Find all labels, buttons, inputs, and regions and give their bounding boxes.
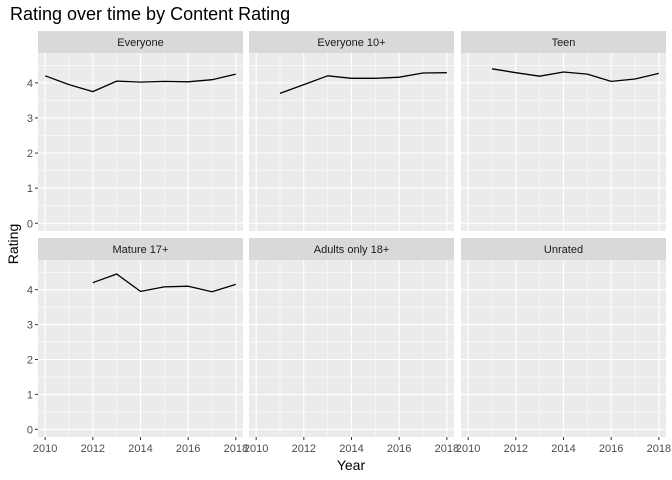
facet-panel: Teen <box>461 31 666 231</box>
x-tick-label: 2010 <box>244 443 268 455</box>
facet-panel: Everyone 10+ <box>249 31 454 231</box>
x-tick-label: 2012 <box>292 443 316 455</box>
y-tick-label: 1 <box>27 183 33 195</box>
x-tick-label: 2010 <box>33 443 57 455</box>
x-tick-label: 2016 <box>599 443 623 455</box>
facet-panel: Everyone 0 1 2 3 4 <box>27 31 243 231</box>
facet-panel: Unrated 2010 2012 2014 2016 2018 <box>456 238 671 455</box>
y-tick-label: 2 <box>27 148 33 160</box>
facet-label: Teen <box>552 37 576 49</box>
x-tick-label: 2016 <box>387 443 411 455</box>
facet-label: Mature 17+ <box>113 244 169 256</box>
facet-strip <box>461 238 666 260</box>
x-tick-label: 2014 <box>551 443 575 455</box>
series-line <box>491 68 659 83</box>
facet-label: Everyone 10+ <box>317 37 385 49</box>
facet-strip <box>461 31 666 53</box>
y-tick-label: 0 <box>27 424 33 436</box>
x-tick-label: 2018 <box>224 443 248 455</box>
series-line <box>279 72 447 95</box>
y-tick-label: 3 <box>27 320 33 332</box>
y-tick-label: 4 <box>27 285 33 297</box>
series-line <box>44 73 236 93</box>
x-tick-label: 2012 <box>504 443 528 455</box>
facet-label: Unrated <box>544 244 583 256</box>
chart-title: Rating over time by Content Rating <box>10 4 290 24</box>
x-axis-title: Year <box>337 457 366 473</box>
x-tick-label: 2012 <box>81 443 105 455</box>
y-tick-label: 1 <box>27 389 33 401</box>
x-tick-label: 2014 <box>339 443 363 455</box>
y-tick-label: 2 <box>27 354 33 366</box>
facet-label: Everyone <box>117 37 163 49</box>
y-tick-label: 3 <box>27 113 33 125</box>
y-tick-label: 0 <box>27 218 33 230</box>
x-tick-label: 2010 <box>456 443 480 455</box>
y-tick-label: 4 <box>27 78 33 90</box>
facet-strip <box>38 31 243 53</box>
facet-panel: Mature 17+ 0 1 2 3 4 2010 2012 2014 2016 2018 <box>27 238 248 455</box>
facet-strip <box>249 31 454 53</box>
x-tick-label: 2016 <box>176 443 200 455</box>
facet-strip <box>38 238 243 260</box>
y-axis-title: Rating <box>5 224 21 264</box>
facet-label: Adults only 18+ <box>314 244 390 256</box>
series-line <box>92 273 236 293</box>
facet-panels: Everyone 0 1 2 3 4 Everyone 10+ Teen Mature 17+ 0… <box>27 31 671 455</box>
facet-panel: Adults only 18+ 2010 2012 2014 2016 2018 <box>244 238 459 455</box>
x-tick-label: 2018 <box>647 443 671 455</box>
x-tick-label: 2018 <box>435 443 459 455</box>
facet-strip <box>249 238 454 260</box>
x-tick-label: 2014 <box>128 443 152 455</box>
